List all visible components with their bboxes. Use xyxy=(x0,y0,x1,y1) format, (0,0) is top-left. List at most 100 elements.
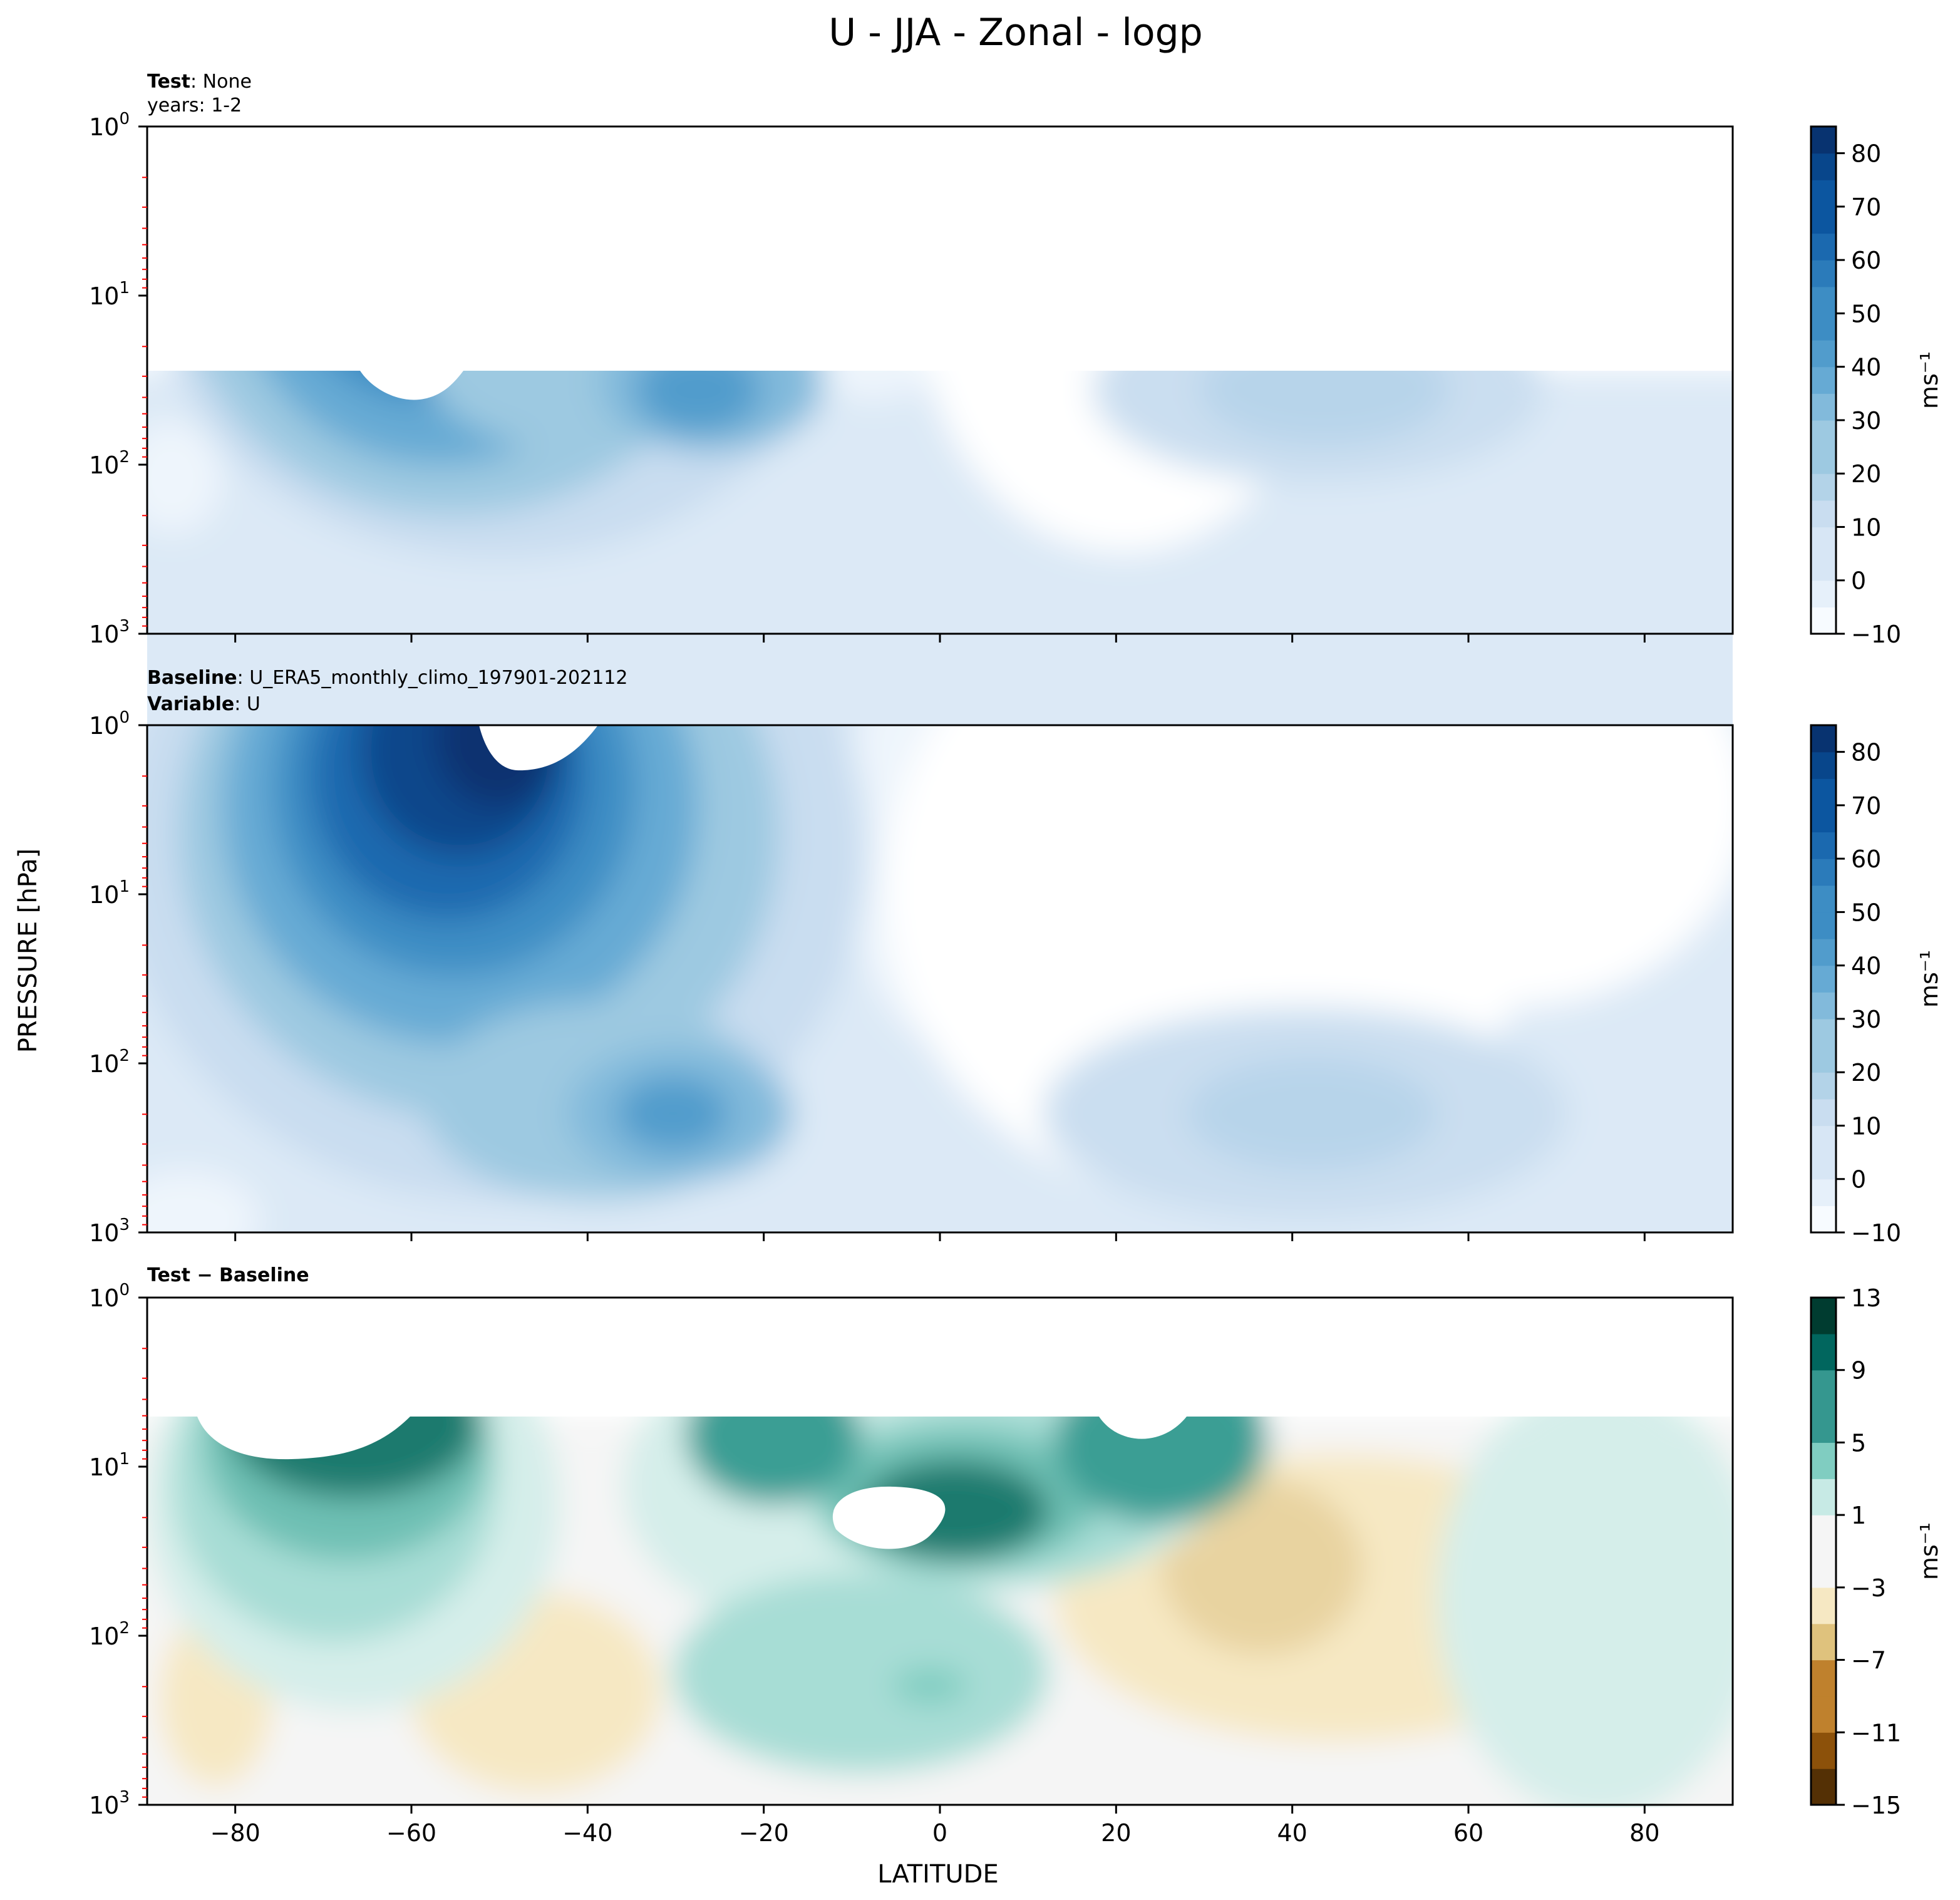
baseline-variable-value: : U xyxy=(234,693,260,715)
baseline-header-line-1: Baseline: U_ERA5_monthly_climo_197901-20… xyxy=(147,667,627,689)
colorbar-segment xyxy=(1811,1098,1836,1127)
colorbar-segment xyxy=(1811,725,1836,753)
test-header-line-1: Test: None xyxy=(147,71,252,93)
baseline-jet-core-cutout xyxy=(479,725,598,771)
x-tick-label: 40 xyxy=(1277,1819,1307,1847)
colorbar-tick-label: 0 xyxy=(1851,1166,1866,1194)
colorbar-tick-label: −15 xyxy=(1851,1792,1901,1819)
baseline-x-ticks xyxy=(234,1232,1646,1241)
colorbar-segment xyxy=(1811,206,1836,234)
colorbar-tick-label: 80 xyxy=(1851,739,1881,767)
colorbar-tick-label: 70 xyxy=(1851,194,1881,221)
difference-colorbar-ticks: −15 −11 −7 −3 1 5 9 13 xyxy=(1836,1284,1901,1819)
colorbar-segment xyxy=(1811,1370,1836,1407)
y-tick-label: 100 xyxy=(89,1281,130,1312)
colorbar-tick-label: 20 xyxy=(1851,460,1881,488)
x-tick-label: 80 xyxy=(1629,1819,1659,1847)
y-tick-label: 102 xyxy=(89,448,130,479)
colorbar-segment xyxy=(1811,1442,1836,1479)
panel-test: Test: None years: 1-2 xyxy=(89,71,1943,756)
y-axis-label: PRESSURE [hPa] xyxy=(14,849,43,1053)
test-x-ticks xyxy=(234,634,1646,643)
baseline-colorbar: −10 0 10 20 30 40 50 60 70 80 ms⁻¹ xyxy=(1810,724,1943,1247)
y-tick-label: 100 xyxy=(89,110,130,141)
colorbar-tick-label: 10 xyxy=(1851,1112,1881,1140)
colorbar-segment xyxy=(1811,366,1836,394)
baseline-variable-label: Variable xyxy=(147,693,234,715)
colorbar-tick-label: 60 xyxy=(1851,845,1881,873)
colorbar-segment xyxy=(1811,1660,1836,1697)
colorbar-tick-label: −10 xyxy=(1851,1219,1901,1247)
panel-difference: Test − Baseline xyxy=(89,1264,1943,1847)
x-tick-label: −20 xyxy=(739,1819,789,1847)
colorbar-segment xyxy=(1811,340,1836,368)
colorbar-segment xyxy=(1811,1479,1836,1515)
y-tick-label: 101 xyxy=(89,1450,130,1481)
y-tick-label: 100 xyxy=(89,708,130,740)
baseline-colorbar-ticks: −10 0 10 20 30 40 50 60 70 80 xyxy=(1836,739,1901,1247)
x-tick-label: −60 xyxy=(386,1819,436,1847)
colorbar-tick-label: 50 xyxy=(1851,300,1881,328)
test-colorbar-unit: ms⁻¹ xyxy=(1916,351,1943,409)
colorbar-segment xyxy=(1811,1018,1836,1046)
colorbar-segment xyxy=(1811,912,1836,939)
y-tick-label: 103 xyxy=(89,617,130,648)
colorbar-segment xyxy=(1811,447,1836,474)
test-header-years: years: 1-2 xyxy=(147,95,242,116)
colorbar-segment xyxy=(1811,1206,1836,1233)
colorbar-segment xyxy=(1811,233,1836,261)
colorbar-segment xyxy=(1811,1587,1836,1624)
y-tick-label: 103 xyxy=(89,1216,130,1247)
baseline-header-value: : U_ERA5_monthly_climo_197901-202112 xyxy=(237,667,628,689)
test-header-value: : None xyxy=(190,71,252,93)
colorbar-tick-label: 40 xyxy=(1851,354,1881,381)
difference-y-ticks: 100 101 102 103 xyxy=(89,1281,147,1819)
colorbar-segment xyxy=(1811,473,1836,501)
colorbar-segment xyxy=(1811,153,1836,180)
colorbar-segment xyxy=(1811,1732,1836,1769)
figure-title: U - JJA - Zonal - logp xyxy=(828,11,1203,54)
baseline-colorbar-unit: ms⁻¹ xyxy=(1916,950,1943,1008)
colorbar-tick-label: 13 xyxy=(1851,1284,1881,1312)
colorbar-segment xyxy=(1811,180,1836,207)
x-tick-label: 20 xyxy=(1101,1819,1131,1847)
colorbar-segment xyxy=(1811,1125,1836,1153)
y-tick-label: 101 xyxy=(89,877,130,909)
colorbar-tick-label: −10 xyxy=(1851,621,1901,648)
colorbar-segment xyxy=(1811,500,1836,528)
colorbar-segment xyxy=(1811,832,1836,859)
test-header-label: Test xyxy=(147,71,190,93)
difference-core-cutout-center xyxy=(832,1486,946,1549)
colorbar-tick-label: 20 xyxy=(1851,1059,1881,1087)
colorbar-segment xyxy=(1811,580,1836,607)
colorbar-segment xyxy=(1811,1045,1836,1073)
colorbar-segment xyxy=(1811,1298,1836,1335)
colorbar-segment xyxy=(1811,286,1836,314)
colorbar-tick-label: −3 xyxy=(1851,1574,1886,1602)
difference-colorbar: −15 −11 −7 −3 1 5 9 13 ms⁻¹ xyxy=(1810,1284,1943,1819)
colorbar-segment xyxy=(1811,420,1836,448)
test-jet-core-cutout xyxy=(360,371,463,400)
x-tick-label: −80 xyxy=(210,1819,260,1847)
baseline-colorbar-fill xyxy=(1811,725,1836,1233)
x-tick-label: 60 xyxy=(1453,1819,1483,1847)
colorbar-segment xyxy=(1811,1406,1836,1443)
y-tick-label: 102 xyxy=(89,1046,130,1078)
colorbar-tick-label: 0 xyxy=(1851,567,1866,595)
y-tick-label: 101 xyxy=(89,279,130,310)
difference-contour-field xyxy=(147,1417,1733,1807)
panel-baseline: Baseline: U_ERA5_monthly_climo_197901-20… xyxy=(89,667,1943,1247)
test-colorbar: −10 0 10 20 30 40 50 60 70 80 ms⁻¹ xyxy=(1810,125,1943,648)
difference-core-cutout-right xyxy=(1099,1417,1187,1439)
baseline-colorbar-frame xyxy=(1810,724,1837,1234)
colorbar-tick-label: 30 xyxy=(1851,1006,1881,1033)
colorbar-segment xyxy=(1811,885,1836,913)
test-colorbar-fill xyxy=(1811,126,1836,634)
colorbar-segment xyxy=(1811,554,1836,581)
colorbar-segment xyxy=(1811,1072,1836,1100)
colorbar-segment xyxy=(1811,126,1836,154)
test-y-ticks: 100 101 102 103 xyxy=(89,110,147,648)
y-tick-label: 102 xyxy=(89,1619,130,1650)
colorbar-tick-label: 5 xyxy=(1851,1429,1866,1457)
